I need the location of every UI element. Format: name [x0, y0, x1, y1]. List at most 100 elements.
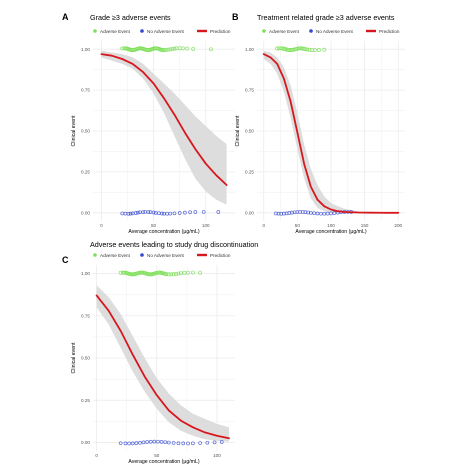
point-adverse-event [170, 46, 175, 51]
legend-label-prediction: Prediction [379, 29, 400, 34]
point-no-adverse-event [120, 211, 125, 216]
x-tick-label: 0 [95, 453, 98, 458]
point-no-adverse-event [315, 211, 320, 216]
point-adverse-event [171, 272, 176, 277]
point-no-adverse-event [312, 211, 317, 216]
y-tick-label: 0.50 [81, 356, 90, 361]
point-adverse-event [312, 48, 317, 53]
point-adverse-event [164, 47, 169, 52]
x-axis-label: Average concentration (µg/mL) [128, 459, 200, 465]
point-no-adverse-event [188, 210, 192, 215]
point-no-adverse-event [325, 211, 330, 216]
point-no-adverse-event [191, 441, 195, 446]
point-adverse-event [129, 272, 134, 277]
y-tick-label: 0.00 [81, 210, 90, 215]
prediction-curve [95, 294, 230, 440]
point-adverse-event [172, 46, 177, 51]
point-no-adverse-event [160, 211, 164, 216]
point-adverse-event [139, 270, 144, 275]
x-tick-label: 0 [262, 223, 265, 228]
point-no-adverse-event [126, 211, 131, 216]
point-no-adverse-event [219, 440, 224, 444]
point-no-adverse-event [159, 440, 164, 444]
y-tick-label: 0.25 [245, 170, 254, 175]
legend-label-no-adverse: No Adverse Event [147, 253, 184, 258]
point-no-adverse-event [123, 441, 128, 446]
point-no-adverse-event [127, 441, 131, 446]
legend-label-adverse: Adverse Event [100, 253, 131, 258]
confidence-band [101, 50, 227, 205]
point-no-adverse-event [130, 441, 135, 446]
y-tick-label: 1.00 [245, 47, 254, 52]
legend-label-no-adverse: No Adverse Event [147, 29, 184, 34]
point-adverse-event [287, 48, 292, 52]
chart-title: Grade ≥3 adverse events [90, 13, 171, 22]
legend-marker-no-adverse [140, 253, 144, 257]
point-no-adverse-event [146, 210, 151, 214]
y-axis-label: Clinical event [71, 342, 77, 373]
x-axis-label: Average concentration (µg/mL) [295, 229, 367, 235]
point-adverse-event [166, 272, 171, 277]
point-no-adverse-event [141, 440, 146, 445]
point-adverse-event [178, 271, 183, 276]
point-no-adverse-event [141, 210, 145, 214]
point-no-adverse-event [133, 211, 138, 215]
y-tick-label: 0.00 [81, 440, 90, 445]
point-adverse-event [157, 270, 162, 275]
x-tick-label: 50 [151, 223, 157, 228]
y-tick-label: 0.75 [245, 88, 254, 93]
y-tick-label: 0.25 [81, 170, 90, 175]
point-no-adverse-event [172, 211, 177, 216]
legend: Adverse Event No Adverse Event Prediction [262, 29, 400, 34]
point-no-adverse-event [145, 440, 150, 444]
confidence-band [96, 285, 229, 442]
data-points [118, 270, 224, 446]
point-adverse-event [121, 270, 126, 275]
point-no-adverse-event [193, 210, 198, 214]
point-adverse-event [322, 47, 327, 52]
point-no-adverse-event [168, 211, 173, 216]
point-no-adverse-event [138, 440, 142, 445]
point-adverse-event [182, 270, 187, 275]
prediction-curve [100, 53, 228, 186]
y-tick-label: 0.25 [81, 398, 90, 403]
x-tick-label: 200 [394, 223, 402, 228]
point-no-adverse-event [183, 210, 187, 215]
point-no-adverse-event [118, 441, 123, 446]
x-axis-label: Average concentration (µg/mL) [128, 229, 200, 235]
legend-marker-adverse [262, 29, 266, 33]
y-tick-label: 1.00 [81, 271, 90, 276]
x-tick-label: 100 [213, 453, 221, 458]
point-no-adverse-event [138, 210, 142, 215]
point-no-adverse-event [198, 441, 202, 445]
point-adverse-event [191, 46, 196, 51]
point-adverse-event [316, 47, 321, 52]
point-adverse-event [168, 47, 173, 52]
point-adverse-event [310, 48, 315, 52]
legend-label-prediction: Prediction [210, 29, 231, 34]
point-no-adverse-event [128, 211, 133, 216]
point-no-adverse-event [156, 439, 160, 444]
point-no-adverse-event [134, 441, 139, 445]
y-tick-label: 0.00 [245, 210, 254, 215]
point-adverse-event [307, 47, 312, 52]
point-no-adverse-event [148, 439, 153, 444]
point-no-adverse-event [308, 210, 313, 215]
point-no-adverse-event [176, 441, 181, 446]
legend-marker-no-adverse [140, 29, 144, 33]
point-no-adverse-event [163, 440, 168, 445]
point-adverse-event [299, 46, 304, 51]
x-tick-label: 100 [202, 223, 210, 228]
point-no-adverse-event [332, 211, 337, 215]
y-tick-label: 0.50 [81, 129, 90, 134]
point-adverse-event [185, 46, 189, 51]
panel-c: C Adverse events leading to study drug di… [62, 240, 258, 465]
point-adverse-event [169, 272, 174, 277]
data-points [273, 46, 354, 216]
y-tick-label: 0.75 [81, 313, 90, 318]
point-no-adverse-event [151, 210, 156, 215]
y-tick-label: 0.75 [81, 88, 90, 93]
y-tick-label: 0.50 [245, 129, 254, 134]
legend-marker-adverse [93, 253, 97, 257]
